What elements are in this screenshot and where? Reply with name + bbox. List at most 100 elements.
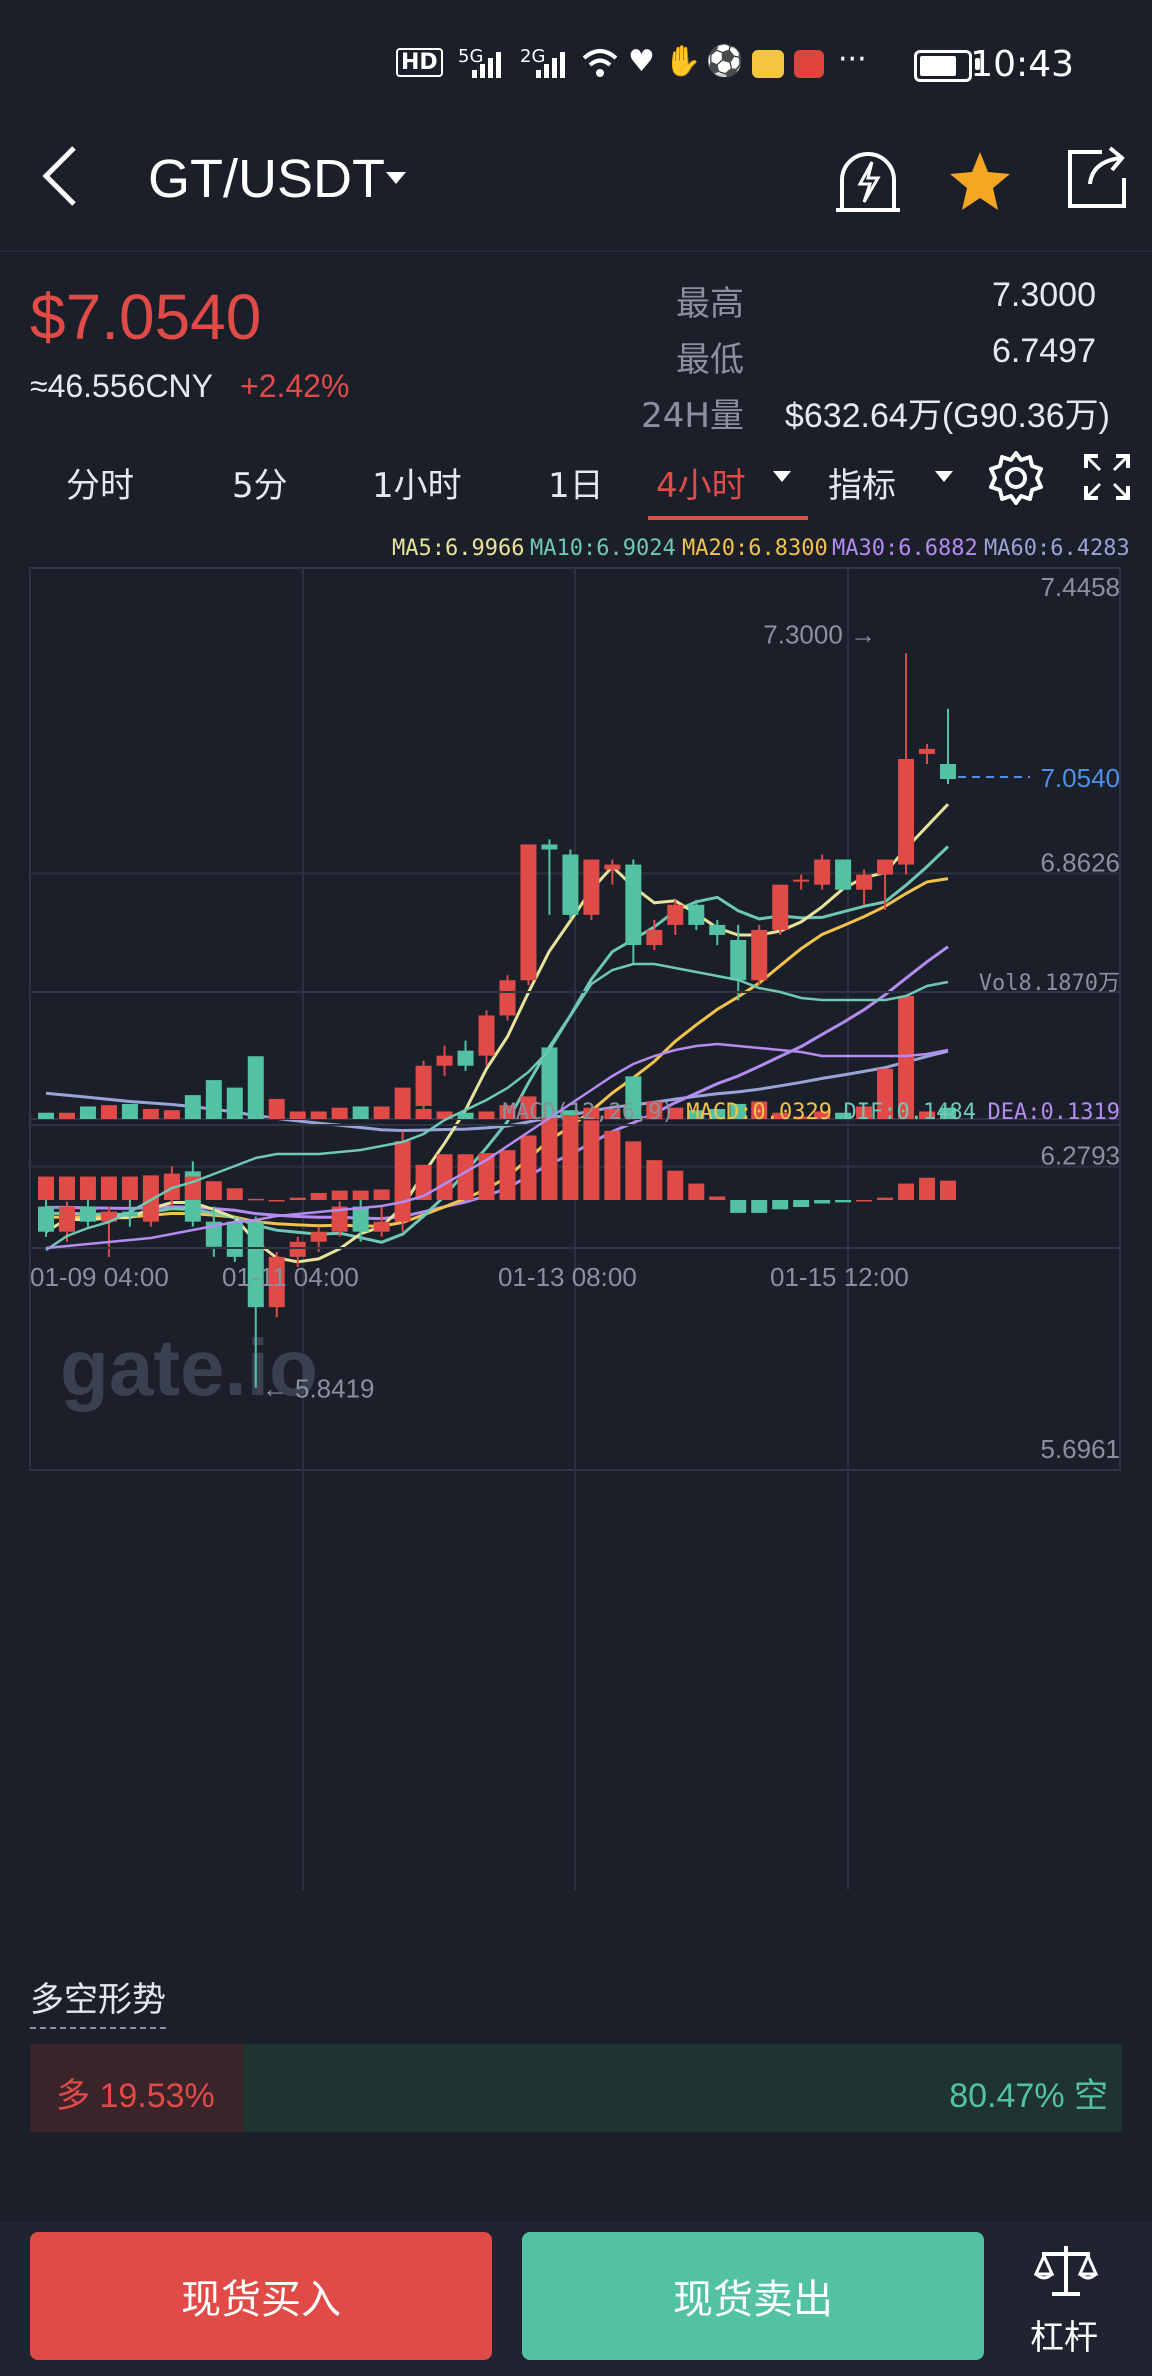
settings-gear-icon[interactable] (988, 450, 1044, 506)
network-2g-label: 2G (520, 46, 546, 67)
last-price-label: 7.0540 (1040, 763, 1120, 793)
indicators-caret-icon[interactable] (934, 470, 954, 484)
volume-bar (100, 1105, 117, 1119)
candle-body (38, 1206, 54, 1232)
low-label: 最低 (676, 340, 744, 380)
candle-body (646, 929, 663, 946)
candle-body (562, 854, 579, 915)
high-value: 7.3000 (992, 276, 1096, 314)
candle-body (247, 1221, 264, 1308)
ma20-legend: MA20:6.8300 (682, 536, 828, 561)
volume-bar (58, 1112, 75, 1119)
macd-histogram-bar (268, 1200, 285, 1202)
signal-icon-2 (536, 52, 565, 78)
max-price-label: 7.3000 → (763, 619, 876, 649)
macd-histogram-bar (310, 1192, 327, 1200)
wifi-icon (582, 49, 618, 77)
caret-down-icon[interactable] (384, 170, 408, 188)
volume-bar (772, 1112, 789, 1119)
active-tab-underline (648, 516, 808, 520)
sentiment-title: 多空形势 (30, 1972, 166, 2029)
candle-body (268, 1256, 285, 1308)
macd-histogram-bar (667, 1170, 684, 1200)
pair-title[interactable]: GT/USDT (148, 149, 385, 209)
kline-chart[interactable]: 7.4458 6.8626 6.2793 5.6961 gate.io 7.3000 → ←… (0, 560, 1152, 1960)
leverage-label[interactable]: 杠杆 (1030, 2318, 1098, 2358)
leverage-scale-icon[interactable] (1034, 2240, 1098, 2300)
volume-bar (394, 1087, 411, 1119)
hand-icon: ✋ (664, 44, 702, 79)
volume-bar (310, 1111, 327, 1119)
volume-bar (562, 1110, 579, 1119)
ma30-legend: MA30:6.6882 (832, 536, 978, 561)
volume-bar (730, 1103, 747, 1119)
volume-bar (457, 1112, 474, 1119)
macd-histogram-bar (520, 1135, 537, 1200)
watermark-text: gate.io (60, 1323, 318, 1412)
mail-app-icon (752, 50, 784, 78)
volume-label: 24H量 (641, 396, 744, 436)
volume-bar (289, 1111, 306, 1119)
tab-1hour[interactable]: 1小时 (372, 466, 462, 506)
network-5g-label: 5G (458, 46, 484, 67)
tab-4hour[interactable]: 4小时 (656, 466, 746, 506)
macd-histogram-bar (772, 1200, 789, 1210)
macd-histogram-bar (415, 1164, 432, 1200)
long-ratio-label: 多 19.53% (56, 2077, 215, 2115)
macd-histogram-bar (898, 1183, 915, 1200)
share-icon[interactable] (1062, 144, 1130, 212)
volume-bar (667, 1107, 684, 1119)
star-icon[interactable] (948, 150, 1012, 212)
macd-histogram-bar (205, 1181, 222, 1200)
macd-histogram-bar (499, 1150, 516, 1200)
candle-body (310, 1231, 327, 1242)
volume-bar (835, 1112, 852, 1119)
volume-bar (268, 1098, 285, 1119)
x-tick-label: 01-09 04:00 (30, 1262, 169, 1292)
macd-histogram-bar (814, 1200, 831, 1204)
macd-histogram-bar (352, 1190, 369, 1200)
long-ratio-fill (30, 2044, 244, 2132)
x-tick-label: 01-13 08:00 (498, 1262, 637, 1292)
volume-bar (793, 1116, 810, 1119)
fullscreen-icon[interactable] (1084, 454, 1130, 500)
volume-bar (940, 1107, 956, 1119)
dif-line (45, 962, 949, 1252)
macd-histogram-bar (793, 1200, 810, 1208)
book-app-icon (794, 50, 824, 78)
volume-bar (541, 1047, 558, 1119)
tab-5min[interactable]: 5分 (232, 466, 288, 506)
tab-timeshare[interactable]: 分时 (66, 466, 134, 506)
macd-histogram-bar (394, 1182, 411, 1200)
spot-sell-button[interactable]: 现货卖出 (522, 2232, 984, 2360)
candle-body (709, 924, 726, 935)
macd-histogram-bar (121, 1176, 138, 1200)
battery-icon (914, 50, 972, 82)
volume-bar (499, 1105, 516, 1119)
candle-body (394, 1141, 411, 1222)
volume-bar (604, 1108, 621, 1119)
macd-histogram-bar (940, 1180, 956, 1200)
macd-histogram-bar (58, 1176, 75, 1200)
tab-indicators[interactable]: 指标 (828, 466, 896, 506)
volume-bar (625, 1076, 642, 1119)
alert-bell-icon[interactable] (832, 144, 904, 216)
x-tick-label: 01-11 04:00 (222, 1262, 359, 1292)
macd-histogram-bar (604, 1130, 621, 1200)
short-ratio-label: 80.47% 空 (949, 2077, 1108, 2115)
macd-legend-0: DEA:0.1319 (988, 1100, 1120, 1125)
macd-histogram-bar (751, 1200, 768, 1213)
ball-icon: ⚽ (706, 44, 744, 79)
last-price: $7.0540 (30, 281, 262, 353)
volume-bar (184, 1095, 201, 1119)
macd-histogram-bar (331, 1190, 348, 1200)
tab-1day[interactable]: 1日 (548, 466, 604, 506)
spot-buy-button[interactable]: 现货买入 (30, 2232, 492, 2360)
candle-body (667, 904, 684, 925)
back-icon[interactable] (34, 144, 84, 208)
ma60-legend: MA60:6.4283 (984, 536, 1130, 561)
sentiment-bar (30, 2044, 1122, 2132)
volume-bar (520, 1096, 537, 1119)
y-tick-label: 6.2793 (1040, 1141, 1120, 1171)
tab-4hour-caret-icon[interactable] (772, 470, 792, 484)
